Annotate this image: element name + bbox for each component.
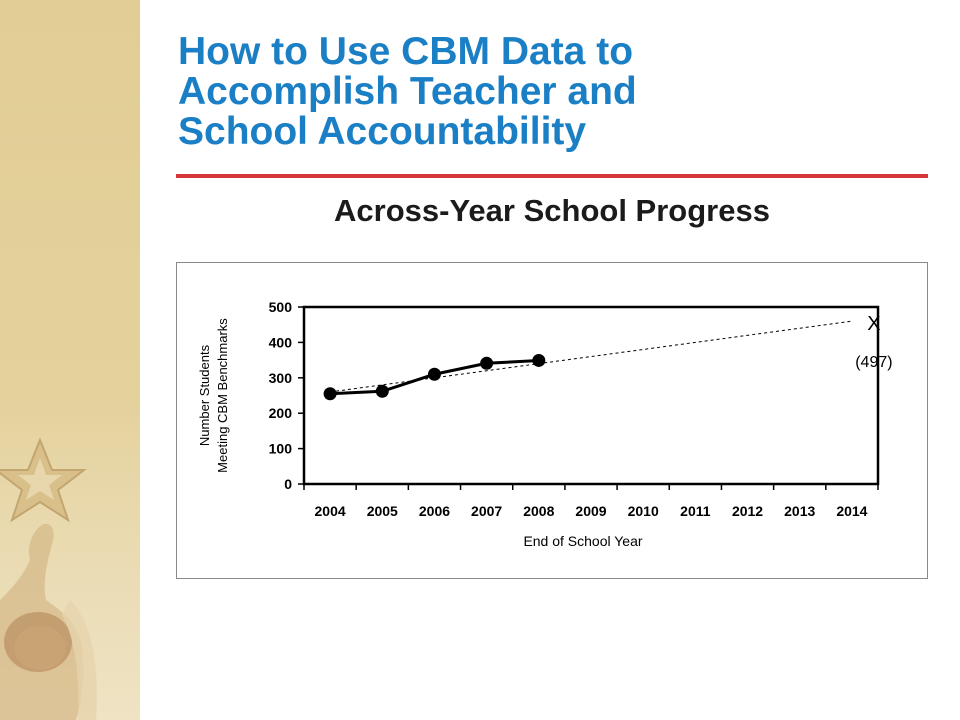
x-tick-label: 2008: [523, 503, 554, 519]
slide-subtitle: Across-Year School Progress: [334, 193, 770, 228]
data-point: [323, 387, 337, 401]
series-markers: [323, 353, 546, 401]
x-tick-labels: 2004 2005 2006 2007 2008 2009 2010 2011 2012 2013…: [303, 484, 879, 519]
plot-area: [302, 305, 880, 486]
x-tick-label: 2005: [367, 503, 398, 519]
y-tick-label: 400: [269, 334, 293, 350]
trendline-dashed: [330, 320, 852, 393]
title-divider: [176, 174, 928, 178]
y-tick-label: 0: [284, 476, 292, 492]
x-tick-label: 2010: [628, 503, 659, 519]
goal-marker: X: [867, 313, 880, 335]
y-axis-label: Number Students Meeting CBM Benchmarks: [197, 318, 230, 473]
slide-title-line-3: School Accountability: [178, 110, 587, 153]
x-tick-label: 2011: [680, 503, 711, 519]
y-axis-label-line: Number Students: [197, 344, 212, 446]
y-tick-label: 300: [269, 370, 293, 386]
x-tick-label: 2012: [732, 503, 763, 519]
x-tick-label: 2004: [315, 503, 346, 519]
sidebar-illustration: [0, 437, 97, 720]
x-tick-label: 2006: [419, 503, 450, 519]
progress-chart: Number Students Meeting CBM Benchmarks 0 1…: [197, 299, 893, 549]
x-axis-label: End of School Year: [523, 533, 642, 549]
goal-value-label: (497): [855, 354, 892, 371]
y-tick-label: 200: [269, 405, 293, 421]
plot-border: [302, 305, 880, 486]
y-tick-label: 100: [269, 441, 293, 457]
data-point: [532, 353, 546, 367]
x-tick-label: 2013: [784, 503, 815, 519]
slide-title-line-2: Accomplish Teacher and: [178, 70, 637, 113]
y-axis-label-line: Meeting CBM Benchmarks: [215, 318, 230, 473]
x-tick-label: 2007: [471, 503, 502, 519]
data-point: [375, 384, 389, 398]
data-point: [427, 367, 441, 381]
x-tick-label: 2014: [836, 503, 867, 519]
y-tick-label: 500: [269, 299, 293, 315]
slide-title: How to Use CBM Data to Accomplish Teache…: [178, 32, 918, 152]
goal-annotation: X (497): [855, 313, 892, 371]
data-point: [480, 356, 494, 370]
chart-frame: Number Students Meeting CBM Benchmarks 0 1…: [176, 262, 928, 579]
x-tick-label: 2009: [575, 503, 606, 519]
trendline: [330, 320, 852, 393]
child-figure-icon: [0, 523, 97, 720]
star-icon: [0, 437, 87, 523]
decorative-sidebar: [0, 0, 140, 720]
slide-title-line-1: How to Use CBM Data to: [178, 30, 634, 73]
y-axis-label-group: Number Students Meeting CBM Benchmarks: [197, 318, 230, 473]
y-tick-labels: 0 100 200 300 400 500: [269, 299, 304, 492]
